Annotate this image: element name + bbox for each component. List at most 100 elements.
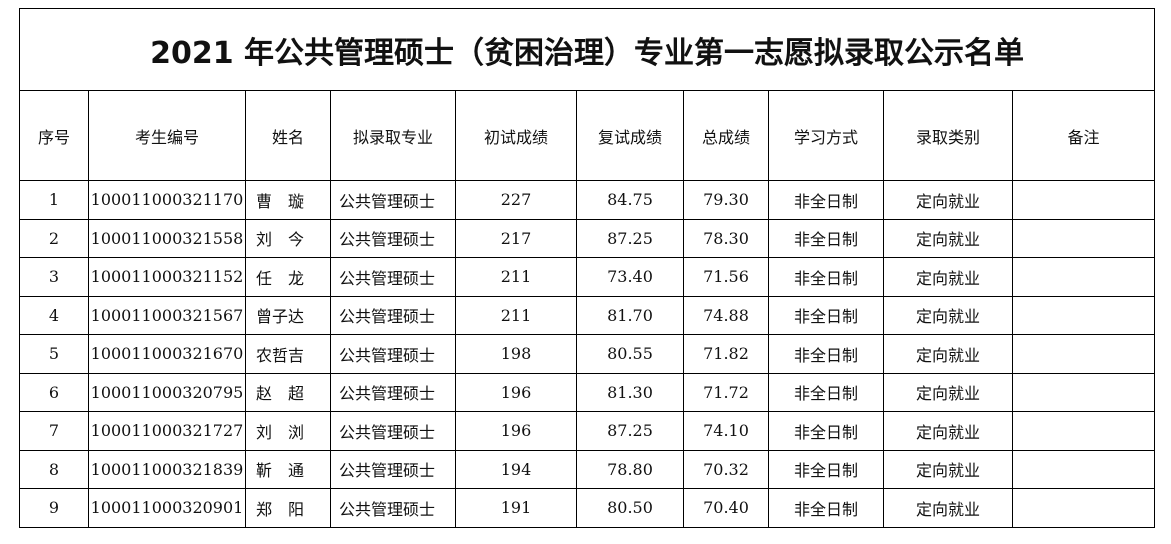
cell-major: 公共管理硕士: [330, 295, 456, 335]
cell-id: 100011000321727: [88, 411, 246, 451]
admission-list-table: 2021 年公共管理硕士（贫困治理）专业第一志愿拟录取公示名单 序号 考生编号 姓名…: [18, 8, 1156, 528]
cell-retest: 73.40: [576, 257, 684, 297]
cell-note: [1011, 372, 1156, 412]
cell-id: 100011000321839: [88, 449, 246, 489]
cell-note: [1011, 411, 1156, 451]
cell-major: 公共管理硕士: [330, 372, 456, 412]
cell-initial: 196: [455, 372, 577, 412]
cell-note: [1011, 334, 1156, 374]
table-row: 5 100011000321670 农哲吉 公共管理硕士 198 80.55 71.82 非全…: [19, 334, 1156, 374]
cell-name: 刘 浏: [245, 411, 331, 451]
cell-initial: 194: [455, 449, 577, 489]
cell-name: 任 龙: [245, 257, 331, 297]
column-header-major: 拟录取专业: [330, 90, 456, 181]
cell-type: 定向就业: [883, 295, 1013, 335]
cell-id: 100011000321670: [88, 334, 246, 374]
cell-note: [1011, 257, 1156, 297]
cell-total: 78.30: [683, 218, 769, 258]
cell-major: 公共管理硕士: [330, 218, 456, 258]
cell-total: 70.32: [683, 449, 769, 489]
column-header-name: 姓名: [245, 90, 331, 181]
cell-initial: 227: [455, 180, 577, 220]
cell-initial: 211: [455, 295, 577, 335]
cell-type: 定向就业: [883, 449, 1013, 489]
cell-type: 定向就业: [883, 372, 1013, 412]
table-row: 9 100011000320901 郑 阳公共管理硕士 191 80.50 70.40 非全…: [19, 488, 1156, 528]
cell-name: 曹 璇: [245, 180, 331, 220]
cell-retest: 78.80: [576, 449, 684, 489]
cell-total: 71.56: [683, 257, 769, 297]
cell-id: 100011000320901: [88, 488, 246, 528]
table-row: 8 100011000321839 靳 通公共管理硕士 194 78.80 70.32 非全…: [19, 449, 1156, 489]
cell-id: 100011000321152: [88, 257, 246, 297]
cell-major: 公共管理硕士: [330, 488, 456, 528]
cell-no: 5: [19, 334, 89, 374]
cell-note: [1011, 488, 1156, 528]
cell-id: 100011000321567: [88, 295, 246, 335]
cell-retest: 87.25: [576, 218, 684, 258]
table-row: 1 100011000321170 曹 璇公共管理硕士 227 84.75 79.30 非全…: [19, 180, 1156, 220]
cell-name: 刘 今: [245, 218, 331, 258]
cell-initial: 217: [455, 218, 577, 258]
cell-retest: 84.75: [576, 180, 684, 220]
cell-major: 公共管理硕士: [330, 257, 456, 297]
cell-initial: 196: [455, 411, 577, 451]
cell-type: 定向就业: [883, 334, 1013, 374]
cell-total: 71.82: [683, 334, 769, 374]
cell-initial: 211: [455, 257, 577, 297]
cell-mode: 非全日制: [768, 218, 884, 258]
column-header-initial: 初试成绩: [455, 90, 577, 181]
cell-retest: 80.50: [576, 488, 684, 528]
cell-mode: 非全日制: [768, 257, 884, 297]
cell-no: 7: [19, 411, 89, 451]
cell-major: 公共管理硕士: [330, 180, 456, 220]
cell-mode: 非全日制: [768, 449, 884, 489]
column-header-total: 总成绩: [683, 90, 769, 181]
cell-name: 赵 超: [245, 372, 331, 412]
cell-major: 公共管理硕士: [330, 449, 456, 489]
cell-id: 100011000320795: [88, 372, 246, 412]
page-title: 2021 年公共管理硕士（贫困治理）专业第一志愿拟录取公示名单: [18, 8, 1156, 91]
cell-type: 定向就业: [883, 411, 1013, 451]
cell-total: 70.40: [683, 488, 769, 528]
cell-id: 100011000321558: [88, 218, 246, 258]
cell-total: 79.30: [683, 180, 769, 220]
cell-name: 曾子达: [245, 295, 331, 335]
cell-type: 定向就业: [883, 488, 1013, 528]
cell-no: 4: [19, 295, 89, 335]
cell-note: [1011, 180, 1156, 220]
cell-retest: 80.55: [576, 334, 684, 374]
cell-name: 郑 阳: [245, 488, 331, 528]
column-header-id: 考生编号: [88, 90, 246, 181]
cell-type: 定向就业: [883, 180, 1013, 220]
cell-mode: 非全日制: [768, 180, 884, 220]
cell-no: 2: [19, 218, 89, 258]
column-header-note: 备注: [1011, 90, 1156, 181]
cell-retest: 81.30: [576, 372, 684, 412]
table-row: 7 100011000321727 刘 浏公共管理硕士 196 87.25 74.10 非全…: [19, 411, 1156, 451]
cell-mode: 非全日制: [768, 372, 884, 412]
cell-mode: 非全日制: [768, 334, 884, 374]
cell-type: 定向就业: [883, 218, 1013, 258]
cell-mode: 非全日制: [768, 295, 884, 335]
column-header-retest: 复试成绩: [576, 90, 684, 181]
column-header-no: 序号: [19, 90, 89, 181]
table-row: 4 100011000321567 曾子达 公共管理硕士 211 81.70 74.88 非全…: [19, 295, 1156, 335]
cell-initial: 191: [455, 488, 577, 528]
cell-major: 公共管理硕士: [330, 334, 456, 374]
cell-no: 8: [19, 449, 89, 489]
cell-total: 74.88: [683, 295, 769, 335]
table-row: 3 100011000321152 任 龙公共管理硕士 211 73.40 71.56 非全…: [19, 257, 1156, 297]
cell-no: 1: [19, 180, 89, 220]
table-row: 6 100011000320795 赵 超公共管理硕士 196 81.30 71.72 非全…: [19, 372, 1156, 412]
cell-mode: 非全日制: [768, 488, 884, 528]
cell-note: [1011, 295, 1156, 335]
cell-total: 71.72: [683, 372, 769, 412]
table-row: 2 100011000321558 刘 今公共管理硕士 217 87.25 78.30 非全…: [19, 218, 1156, 258]
cell-total: 74.10: [683, 411, 769, 451]
cell-no: 9: [19, 488, 89, 528]
cell-note: [1011, 218, 1156, 258]
cell-retest: 81.70: [576, 295, 684, 335]
cell-major: 公共管理硕士: [330, 411, 456, 451]
column-header-mode: 学习方式: [768, 90, 884, 181]
